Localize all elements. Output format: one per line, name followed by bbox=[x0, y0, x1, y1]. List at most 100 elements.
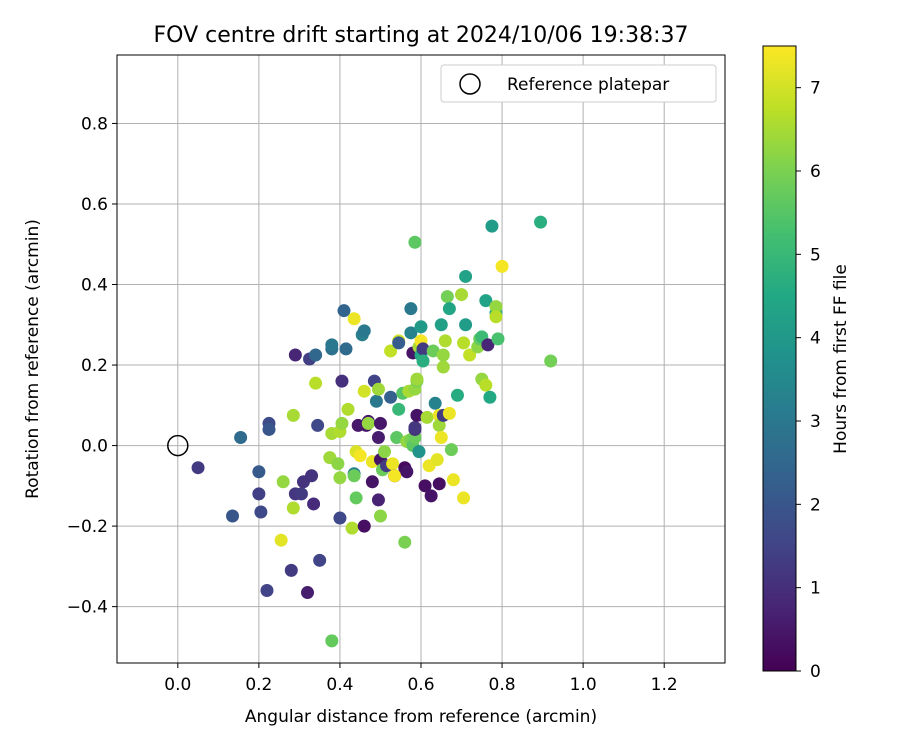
data-point bbox=[414, 320, 428, 334]
colorbar-tick-label: 1 bbox=[810, 579, 821, 599]
data-point bbox=[337, 304, 351, 318]
data-point bbox=[341, 402, 355, 416]
data-point bbox=[400, 465, 414, 479]
data-point bbox=[428, 396, 442, 410]
data-point bbox=[373, 509, 387, 523]
data-point bbox=[436, 360, 450, 374]
data-point bbox=[347, 469, 361, 483]
data-point bbox=[489, 310, 503, 324]
data-point bbox=[357, 519, 371, 533]
data-point bbox=[378, 445, 392, 459]
data-point bbox=[483, 390, 497, 404]
colorbar-tick-label: 7 bbox=[810, 79, 821, 99]
data-point bbox=[392, 336, 406, 350]
data-point bbox=[495, 259, 509, 273]
colorbar: 0 1 2 3 4 5 6 7 Hours from first FF file bbox=[762, 45, 851, 682]
data-point bbox=[412, 445, 426, 459]
data-point bbox=[440, 290, 454, 304]
data-point bbox=[373, 416, 387, 430]
data-point bbox=[260, 584, 274, 598]
data-point bbox=[404, 302, 418, 316]
data-point bbox=[457, 491, 471, 505]
data-point bbox=[442, 302, 456, 316]
data-point bbox=[459, 318, 473, 332]
data-point bbox=[347, 312, 361, 326]
chart-title: FOV centre drift starting at 2024/10/06 … bbox=[154, 23, 689, 48]
data-point bbox=[371, 382, 385, 396]
data-point bbox=[424, 489, 438, 503]
data-point bbox=[311, 418, 325, 432]
y-tick-label: 0.6 bbox=[81, 195, 108, 215]
data-point bbox=[404, 326, 418, 340]
colorbar-tick-label: 0 bbox=[810, 662, 821, 682]
y-tick-label: 0.2 bbox=[81, 356, 108, 376]
data-point bbox=[434, 431, 448, 445]
data-point bbox=[349, 491, 363, 505]
data-point bbox=[446, 473, 460, 487]
data-point bbox=[361, 416, 375, 430]
data-point bbox=[325, 634, 339, 648]
y-tick-label: −0.2 bbox=[67, 517, 108, 537]
data-point bbox=[252, 487, 266, 501]
data-point bbox=[371, 431, 385, 445]
data-point bbox=[481, 338, 495, 352]
colorbar-ticks: 0 1 2 3 4 5 6 7 bbox=[796, 79, 821, 682]
data-point bbox=[479, 378, 493, 392]
data-point bbox=[357, 324, 371, 338]
data-point bbox=[288, 348, 302, 362]
data-point bbox=[384, 390, 398, 404]
data-point bbox=[416, 354, 430, 368]
data-point bbox=[369, 394, 383, 408]
data-point bbox=[339, 342, 353, 356]
data-point bbox=[345, 521, 359, 535]
x-tick-label: 0.2 bbox=[245, 675, 272, 695]
data-point bbox=[357, 384, 371, 398]
colorbar-label: Hours from first FF file bbox=[831, 264, 851, 454]
data-point bbox=[390, 431, 404, 445]
data-point bbox=[252, 465, 266, 479]
data-point bbox=[410, 372, 424, 386]
data-point bbox=[432, 418, 446, 432]
data-point bbox=[410, 408, 424, 422]
data-point bbox=[335, 416, 349, 430]
data-point bbox=[276, 475, 290, 489]
data-point bbox=[309, 348, 323, 362]
data-point bbox=[226, 509, 240, 523]
data-point bbox=[335, 374, 349, 388]
x-tick-label: 0.6 bbox=[407, 675, 434, 695]
data-point bbox=[450, 388, 464, 402]
data-point bbox=[309, 376, 323, 390]
colorbar-tick-label: 6 bbox=[810, 162, 821, 182]
data-point bbox=[365, 475, 379, 489]
data-point bbox=[325, 338, 339, 352]
data-point bbox=[294, 487, 308, 501]
legend-box bbox=[440, 64, 717, 103]
data-point bbox=[305, 469, 319, 483]
data-point bbox=[432, 477, 446, 491]
x-tick-label: 0.0 bbox=[164, 675, 191, 695]
data-point bbox=[313, 553, 327, 567]
y-grid bbox=[117, 122, 725, 608]
data-point bbox=[489, 300, 503, 314]
data-point bbox=[436, 348, 450, 362]
data-point bbox=[353, 449, 367, 463]
x-grid bbox=[177, 55, 665, 663]
data-point bbox=[371, 493, 385, 507]
data-point bbox=[491, 332, 505, 346]
data-point bbox=[388, 469, 402, 483]
data-point bbox=[386, 457, 400, 471]
x-axis-ticks: 0.0 0.2 0.4 0.6 0.8 1.0 1.2 bbox=[164, 663, 678, 695]
data-point bbox=[284, 563, 298, 577]
data-point bbox=[191, 461, 205, 475]
data-point bbox=[384, 344, 398, 358]
data-point bbox=[416, 342, 430, 356]
colorbar-tick-label: 5 bbox=[810, 245, 821, 265]
x-tick-label: 1.0 bbox=[570, 675, 597, 695]
data-point bbox=[430, 453, 444, 467]
colorbar-tick-label: 4 bbox=[810, 329, 821, 349]
data-point bbox=[286, 501, 300, 515]
y-tick-label: 0.0 bbox=[81, 437, 108, 457]
data-point bbox=[544, 354, 558, 368]
data-point bbox=[286, 408, 300, 422]
